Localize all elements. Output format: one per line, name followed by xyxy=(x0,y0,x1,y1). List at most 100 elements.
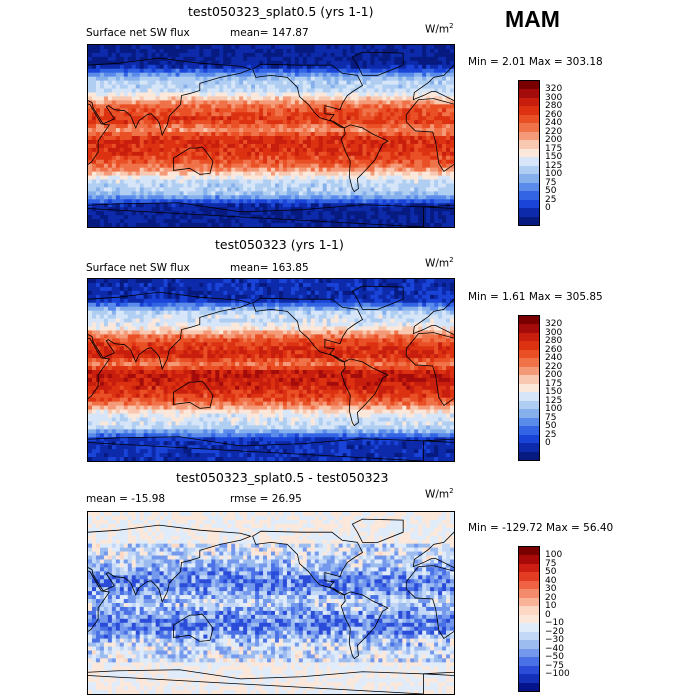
map-cell xyxy=(219,298,224,304)
map-cell xyxy=(326,116,332,121)
map-cell xyxy=(298,175,304,181)
map-cell xyxy=(310,80,316,86)
map-cell xyxy=(398,187,403,192)
map-cell xyxy=(290,132,296,137)
map-cell xyxy=(95,215,101,220)
map-cell xyxy=(88,302,93,308)
map-cell xyxy=(366,175,371,181)
map-cell xyxy=(294,100,300,105)
map-cell xyxy=(390,282,395,288)
map-cell xyxy=(127,167,133,173)
map-cell xyxy=(143,48,149,54)
map-cell xyxy=(119,132,125,137)
map-cell xyxy=(366,219,371,224)
map-cell xyxy=(263,199,268,204)
map-cell xyxy=(255,215,260,220)
map-cell xyxy=(386,96,391,101)
map-cell xyxy=(199,191,204,196)
map-cell xyxy=(91,96,97,101)
map-cell xyxy=(107,128,113,133)
map-cell xyxy=(119,223,125,227)
map-cell xyxy=(91,56,97,62)
map-cell xyxy=(386,211,391,216)
map-cell xyxy=(314,139,320,145)
map-cell xyxy=(350,132,356,137)
map-cell xyxy=(294,179,300,184)
map-cell xyxy=(151,100,157,105)
map-cell xyxy=(374,223,379,227)
map-cell xyxy=(211,96,216,101)
map-cell xyxy=(147,159,153,165)
map-cell xyxy=(414,211,419,216)
map-cell xyxy=(223,124,228,129)
map-cell xyxy=(334,80,340,86)
map-cell xyxy=(99,211,105,216)
map-cell xyxy=(167,52,173,58)
map-cell xyxy=(318,215,324,220)
map-cell xyxy=(398,76,403,82)
map-cell xyxy=(298,286,304,292)
map-cell xyxy=(350,183,356,188)
map-cell xyxy=(378,104,383,109)
map-cell xyxy=(330,48,336,54)
map-cell xyxy=(370,207,375,212)
map-cell xyxy=(191,187,196,192)
map-cell xyxy=(386,52,391,58)
map-cell xyxy=(247,203,252,208)
map-cell xyxy=(251,187,256,192)
map-cell xyxy=(251,45,256,50)
map-cell xyxy=(418,203,423,208)
map-cell xyxy=(318,151,324,157)
map-cell xyxy=(382,112,387,117)
map-cell xyxy=(139,179,145,184)
map-cell xyxy=(382,183,387,188)
map-cell xyxy=(434,132,439,137)
map-cell xyxy=(298,88,304,93)
map-cell xyxy=(151,203,157,208)
map-cell xyxy=(402,147,407,153)
map-cell xyxy=(155,199,161,204)
map-cell xyxy=(107,48,113,54)
map-cell xyxy=(422,88,427,93)
map-cell xyxy=(111,72,117,78)
map-cell xyxy=(271,187,276,192)
map-cell xyxy=(255,124,260,129)
map-cell xyxy=(402,84,407,90)
map-cell xyxy=(115,45,121,50)
map-cell xyxy=(374,143,379,149)
map-cell xyxy=(91,207,97,212)
map-cell xyxy=(314,128,320,133)
map-cell xyxy=(446,223,451,227)
map-cell xyxy=(247,72,252,78)
map-cell xyxy=(298,76,304,82)
map-cell xyxy=(338,96,344,101)
map-cell xyxy=(123,92,129,97)
map-cell xyxy=(215,143,220,149)
map-cell xyxy=(406,96,411,101)
map-cell xyxy=(159,282,165,288)
map-cell xyxy=(247,171,252,177)
map-cell xyxy=(426,84,431,90)
map-cell xyxy=(135,108,141,113)
map-cell xyxy=(143,187,149,192)
map-cell xyxy=(338,84,344,90)
map-cell xyxy=(95,286,101,292)
map-cell xyxy=(386,207,391,212)
map-cell xyxy=(131,139,137,145)
map-cell xyxy=(350,151,356,157)
map-cell xyxy=(131,72,137,78)
map-cell xyxy=(231,88,236,93)
map-cell xyxy=(310,88,316,93)
map-cell xyxy=(119,45,125,50)
map-cell xyxy=(374,155,379,161)
map-cell xyxy=(155,147,161,153)
map-cell xyxy=(203,167,208,173)
map-cell xyxy=(386,48,391,54)
map-cell xyxy=(99,306,105,312)
map-cell xyxy=(219,187,224,192)
map-cell xyxy=(322,80,328,86)
map-cell xyxy=(378,128,383,133)
map-cell xyxy=(438,195,443,200)
map-cell xyxy=(402,290,407,296)
map-cell xyxy=(446,175,451,181)
